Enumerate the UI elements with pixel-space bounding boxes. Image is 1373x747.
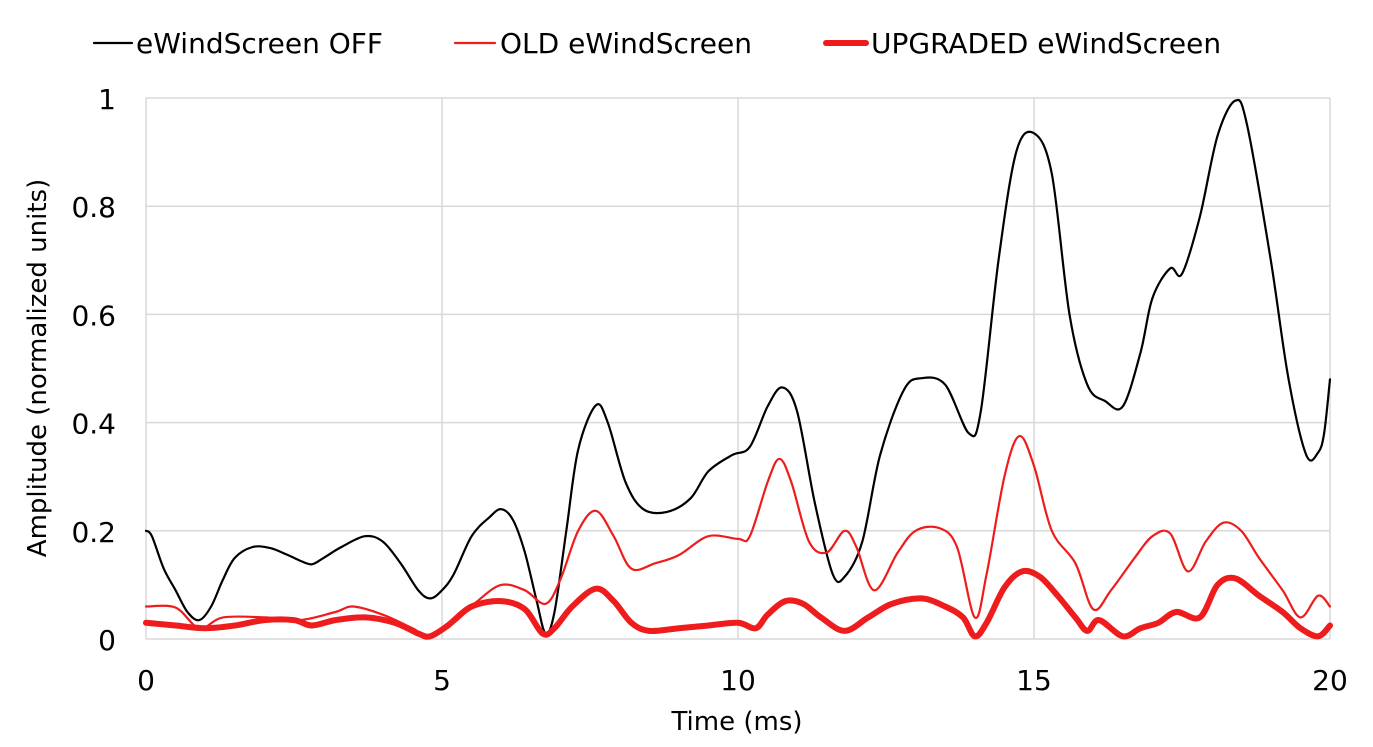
y-axis-title: Amplitude (normalized units) bbox=[23, 179, 53, 557]
legend-label-1: OLD eWindScreen bbox=[500, 27, 752, 60]
y-tick-label: 0.8 bbox=[71, 191, 116, 224]
x-tick-label: 20 bbox=[1312, 664, 1348, 697]
x-tick-label: 15 bbox=[1016, 664, 1052, 697]
series-line-2 bbox=[143, 567, 1333, 640]
y-tick-label: 1 bbox=[98, 83, 116, 116]
x-tick-label: 0 bbox=[137, 664, 155, 697]
series-line-0 bbox=[144, 98, 1332, 635]
y-axis-ticks: 0 0.2 0.4 0.6 0.8 1 bbox=[71, 83, 116, 657]
x-tick-label: 10 bbox=[720, 664, 756, 697]
y-tick-label: 0 bbox=[98, 624, 116, 657]
x-tick-label: 5 bbox=[433, 664, 451, 697]
legend: eWindScreen OFF OLD eWindScreen UPGRADED e… bbox=[92, 27, 1221, 60]
grid bbox=[145, 97, 1331, 640]
x-axis-ticks: 0 5 10 15 20 bbox=[137, 664, 1348, 697]
series-lines bbox=[143, 98, 1333, 640]
legend-label-2: UPGRADED eWindScreen bbox=[871, 27, 1221, 60]
y-tick-label: 0.4 bbox=[71, 408, 116, 441]
legend-label-0: eWindScreen OFF bbox=[136, 27, 383, 60]
y-tick-label: 0.6 bbox=[71, 299, 116, 332]
y-tick-label: 0.2 bbox=[71, 516, 116, 549]
x-axis-title: Time (ms) bbox=[670, 707, 802, 737]
